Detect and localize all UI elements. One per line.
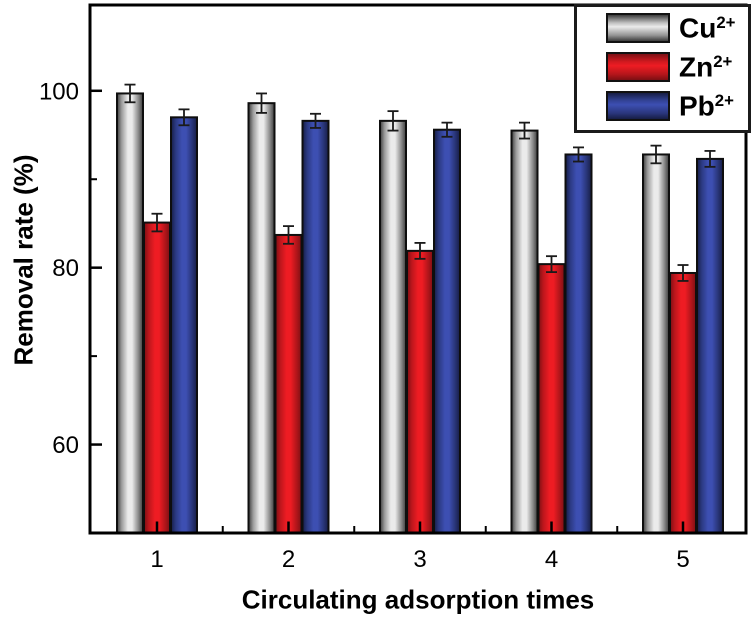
y-tick-label: 60 xyxy=(52,432,79,459)
x-tick-label: 5 xyxy=(676,546,689,573)
error-bar-Pb2+-5 xyxy=(704,150,716,168)
pb-swatch xyxy=(606,91,670,121)
error-bar-Zn2+-1 xyxy=(151,212,163,233)
error-bar-Cu2+-1 xyxy=(124,83,136,104)
bar-Cu2+-3 xyxy=(379,119,407,535)
y-tick-label: 100 xyxy=(39,78,79,105)
legend-item-pb: Pb2+ xyxy=(577,91,748,121)
error-bar-Cu2+-5 xyxy=(650,144,662,165)
bar-Zn2+-1 xyxy=(143,221,171,534)
axes-layer: 60 80 100 1 2 3 4 5 xyxy=(39,3,748,573)
bar-Zn2+-4 xyxy=(537,263,566,534)
error-bar-Pb2+-3 xyxy=(441,121,453,138)
bar-Cu2+-2 xyxy=(247,102,276,534)
error-bar-Cu2+-3 xyxy=(387,110,399,132)
x-tick-label: 4 xyxy=(545,546,558,573)
bar-Pb2+-4 xyxy=(564,153,593,534)
y-axis-title: Removal rate (%) xyxy=(8,154,39,366)
error-bar-Zn2+-3 xyxy=(414,242,426,260)
x-tick-label: 2 xyxy=(282,546,295,573)
error-bar-Cu2+-4 xyxy=(519,121,530,140)
bar-Pb2+-3 xyxy=(433,128,461,534)
plot-border xyxy=(88,3,748,535)
legend-label-pb: Pb2+ xyxy=(679,90,734,122)
legend-label-cu: Cu2+ xyxy=(679,12,736,44)
bar-Cu2+-5 xyxy=(642,153,670,534)
legend-item-cu: Cu2+ xyxy=(577,13,748,43)
bar-Cu2+-4 xyxy=(510,129,539,534)
error-bar-Zn2+-4 xyxy=(546,255,557,273)
error-bar-Pb2+-1 xyxy=(178,108,190,127)
bar-Pb2+-5 xyxy=(696,157,724,535)
legend-item-zn: Zn2+ xyxy=(577,52,748,82)
bar-Pb2+-2 xyxy=(301,119,330,535)
bar-Zn2+-5 xyxy=(669,271,697,534)
x-tick-label: 1 xyxy=(150,546,163,573)
error-bar-Pb2+-4 xyxy=(573,146,584,163)
y-tick-label: 80 xyxy=(52,255,79,282)
error-bar-Zn2+-2 xyxy=(283,225,294,245)
bar-Cu2+-1 xyxy=(116,92,144,535)
error-bar-Zn2+-5 xyxy=(677,264,689,282)
bar-Zn2+-3 xyxy=(406,249,434,534)
zn-swatch xyxy=(606,52,670,82)
x-tick-label: 3 xyxy=(413,546,426,573)
bar-Zn2+-2 xyxy=(274,233,303,535)
legend: Cu2+ Zn2+ Pb2+ xyxy=(574,4,751,133)
error-bar-Pb2+-2 xyxy=(310,112,321,129)
cu-swatch xyxy=(606,13,670,43)
x-axis-title: Circulating adsorption times xyxy=(241,584,595,615)
bars-layer xyxy=(116,83,724,535)
bar-Pb2+-1 xyxy=(170,116,198,535)
error-bar-Cu2+-2 xyxy=(256,92,267,114)
legend-label-zn: Zn2+ xyxy=(679,51,733,83)
